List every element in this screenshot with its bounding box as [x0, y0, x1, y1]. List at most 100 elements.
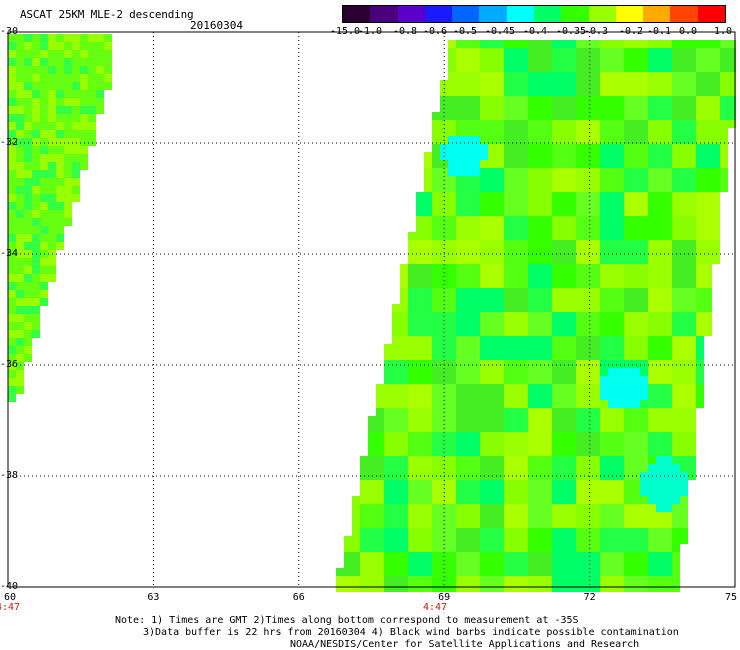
- data-cell: [544, 384, 552, 392]
- data-cell: [32, 306, 40, 314]
- data-cell: [600, 40, 608, 48]
- data-cell: [360, 584, 368, 592]
- data-cell: [48, 234, 56, 242]
- data-cell: [24, 66, 32, 74]
- data-cell: [488, 368, 496, 376]
- data-cell: [424, 376, 432, 384]
- data-cell: [600, 520, 608, 528]
- data-cell: [544, 584, 552, 592]
- data-cell: [592, 344, 600, 352]
- data-cell: [600, 552, 608, 560]
- data-cell: [696, 184, 704, 192]
- data-cell: [488, 232, 496, 240]
- data-cell: [560, 384, 568, 392]
- data-cell: [632, 432, 640, 440]
- data-cell: [416, 376, 424, 384]
- data-cell: [664, 240, 672, 248]
- data-cell: [624, 272, 632, 280]
- data-cell: [560, 192, 568, 200]
- data-cell: [40, 234, 48, 242]
- data-cell: [632, 384, 640, 392]
- data-cell: [640, 488, 648, 496]
- data-cell: [592, 320, 600, 328]
- data-cell: [672, 440, 680, 448]
- data-cell: [376, 456, 384, 464]
- data-cell: [536, 168, 544, 176]
- data-cell: [416, 528, 424, 536]
- data-cell: [576, 312, 584, 320]
- data-cell: [40, 186, 48, 194]
- data-cell: [16, 82, 24, 90]
- data-cell: [8, 154, 16, 162]
- data-cell: [552, 544, 560, 552]
- data-cell: [552, 88, 560, 96]
- data-cell: [712, 256, 720, 264]
- data-cell: [408, 560, 416, 568]
- data-cell: [664, 312, 672, 320]
- data-cell: [648, 368, 656, 376]
- data-cell: [544, 376, 552, 384]
- data-cell: [680, 264, 688, 272]
- data-cell: [584, 480, 592, 488]
- data-cell: [24, 258, 32, 266]
- data-cell: [16, 50, 24, 58]
- data-cell: [480, 360, 488, 368]
- data-cell: [56, 154, 64, 162]
- data-cell: [488, 152, 496, 160]
- data-cell: [656, 320, 664, 328]
- data-cell: [656, 312, 664, 320]
- data-cell: [664, 496, 672, 504]
- data-cell: [384, 440, 392, 448]
- data-cell: [664, 264, 672, 272]
- data-cell: [536, 224, 544, 232]
- data-cell: [488, 112, 496, 120]
- data-cell: [536, 352, 544, 360]
- data-cell: [528, 424, 536, 432]
- data-cell: [456, 416, 464, 424]
- data-cell: [512, 64, 520, 72]
- data-cell: [576, 304, 584, 312]
- data-cell: [608, 584, 616, 592]
- data-cell: [688, 376, 696, 384]
- data-cell: [712, 80, 720, 88]
- data-cell: [640, 216, 648, 224]
- data-cell: [632, 368, 640, 376]
- data-cell: [416, 504, 424, 512]
- data-cell: [680, 288, 688, 296]
- data-cell: [696, 88, 704, 96]
- data-cell: [632, 464, 640, 472]
- data-cell: [696, 336, 704, 344]
- data-cell: [600, 128, 608, 136]
- data-cell: [560, 344, 568, 352]
- data-cell: [616, 88, 624, 96]
- data-cell: [504, 544, 512, 552]
- data-cell: [616, 248, 624, 256]
- data-cell: [488, 320, 496, 328]
- data-cell: [560, 96, 568, 104]
- data-cell: [376, 584, 384, 592]
- data-cell: [552, 392, 560, 400]
- data-cell: [640, 144, 648, 152]
- data-cell: [80, 138, 88, 146]
- data-cell: [400, 528, 408, 536]
- data-cell: [560, 360, 568, 368]
- data-cell: [496, 328, 504, 336]
- data-cell: [600, 208, 608, 216]
- data-cell: [560, 480, 568, 488]
- data-cell: [688, 448, 696, 456]
- data-cell: [616, 136, 624, 144]
- data-cell: [496, 336, 504, 344]
- data-cell: [480, 216, 488, 224]
- data-cell: [616, 232, 624, 240]
- data-cell: [432, 448, 440, 456]
- data-cell: [16, 282, 24, 290]
- data-cell: [392, 400, 400, 408]
- data-cell: [96, 90, 104, 98]
- data-cell: [584, 96, 592, 104]
- data-cell: [672, 232, 680, 240]
- data-cell: [616, 400, 624, 408]
- data-cell: [72, 122, 80, 130]
- data-cell: [432, 312, 440, 320]
- data-cell: [496, 488, 504, 496]
- data-cell: [24, 114, 32, 122]
